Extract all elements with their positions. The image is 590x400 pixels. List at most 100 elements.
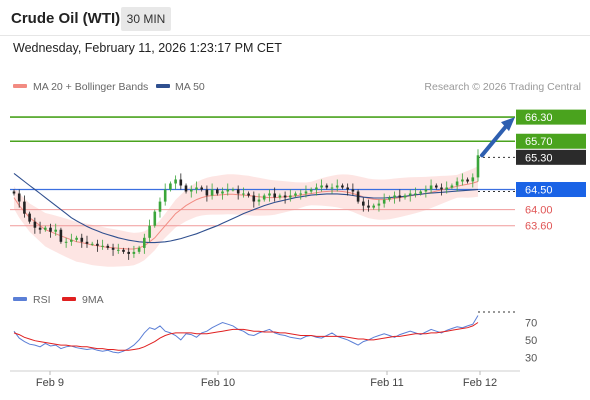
ma50-legend-swatch — [156, 84, 170, 88]
rsi-legend-label: RSI — [33, 294, 51, 306]
candle-body — [59, 229, 63, 242]
candle-body — [44, 227, 47, 230]
candle-body — [70, 239, 73, 242]
rsi-tick-70: 70 — [525, 317, 537, 329]
candle-body — [278, 195, 282, 198]
candle-body — [356, 191, 360, 202]
candle-body — [184, 185, 188, 192]
level-label-64-00: 64.00 — [525, 205, 553, 217]
chart-header: Crude Oil (WTI) 30 MIN — [0, 0, 590, 36]
candle-body — [476, 155, 480, 178]
candle-body — [330, 187, 334, 189]
candle-body — [325, 185, 329, 188]
candle-body — [362, 201, 365, 206]
rsi-plot: 70 50 30 — [13, 311, 537, 364]
candle-body — [283, 195, 287, 198]
candle-body — [174, 179, 177, 184]
candle-body — [414, 193, 417, 195]
candle-body — [163, 189, 167, 202]
level-label-63-60: 63.60 — [525, 221, 553, 233]
candle-body — [106, 245, 110, 248]
instrument-title: Crude Oil (WTI) — [11, 10, 121, 27]
candle-body — [64, 241, 68, 243]
candle-body — [200, 187, 203, 190]
rsi-legend: RSI 9MA — [13, 294, 104, 306]
rsi-ma-legend-swatch — [62, 297, 76, 301]
candle-body — [299, 193, 302, 195]
rsi-ma-line — [13, 322, 479, 351]
candle-body — [90, 243, 94, 245]
candle-body — [132, 251, 136, 254]
candle-body — [351, 189, 355, 192]
credit-text: Research © 2026 Trading Central — [424, 81, 581, 93]
candle-body — [231, 189, 235, 191]
candle-body — [268, 193, 271, 196]
level-tag-bg-65-70 — [516, 133, 586, 149]
candle-body — [221, 191, 224, 194]
candle-body — [111, 247, 115, 250]
candle-body — [117, 249, 120, 251]
candle-body — [393, 195, 396, 198]
candle-body — [179, 179, 183, 186]
candle-body — [252, 195, 256, 202]
candle-body — [49, 227, 52, 232]
x-tick-label: Feb 9 — [36, 377, 64, 389]
candle-body — [137, 247, 141, 252]
candle-body — [367, 205, 370, 208]
candle-body — [85, 241, 89, 244]
candle-body — [153, 211, 157, 226]
candle-body — [158, 201, 162, 212]
candle-body — [28, 213, 31, 222]
candle-body — [80, 237, 84, 242]
projection-arrow-head — [501, 117, 515, 132]
x-tick-label: Feb 10 — [201, 377, 235, 389]
candle-body — [17, 193, 21, 202]
level-tag-66-30: 66.30 — [525, 112, 553, 124]
rsi-ma-legend-label: 9MA — [82, 294, 104, 306]
candle-body — [54, 229, 57, 232]
bollinger-band — [14, 166, 478, 267]
candle-body — [398, 195, 402, 198]
candle-body — [216, 189, 219, 194]
level-tag-64-50: 64.50 — [525, 185, 553, 197]
level-tags: 66.30 65.70 65.30 64.50 64.00 63.60 — [516, 109, 586, 233]
candle-body — [289, 195, 292, 198]
rsi-line — [13, 315, 479, 354]
candle-body — [388, 197, 391, 200]
candle-body — [294, 193, 297, 196]
candle-body — [309, 189, 313, 192]
candle-body — [96, 243, 99, 246]
candle-body — [335, 185, 339, 188]
level-tag-bg-66-30 — [516, 109, 586, 125]
candle-body — [122, 249, 125, 252]
level-tag-bg-64-50 — [516, 182, 586, 198]
candle-body — [242, 193, 245, 195]
candle-body — [273, 193, 276, 198]
candle-body — [419, 191, 422, 194]
candle-body — [341, 185, 344, 188]
rsi-tick-30: 30 — [525, 352, 537, 364]
candle-body — [210, 189, 214, 196]
candle-body — [127, 251, 130, 254]
candle-body — [195, 187, 198, 190]
candle-body — [101, 245, 104, 247]
candle-body — [315, 187, 318, 190]
level-tag-bg-65-30 — [516, 149, 586, 165]
candle-body — [408, 193, 412, 196]
candle-body — [143, 237, 146, 248]
candle-body — [262, 195, 266, 200]
candle-body — [461, 179, 464, 182]
candle-body — [236, 189, 240, 194]
candle-body — [429, 185, 433, 190]
timestamp: Wednesday, February 11, 2026 1:23:17 PM … — [13, 41, 282, 55]
candle-body — [226, 189, 230, 192]
candle-body — [320, 185, 323, 188]
timeframe-button[interactable]: 30 MIN — [121, 7, 171, 31]
ma20-legend-label: MA 20 + Bollinger Bands — [33, 81, 148, 93]
candle-body — [450, 185, 454, 188]
level-tag-65-30: 65.30 — [525, 152, 553, 164]
candle-body — [377, 203, 381, 206]
main-legend: MA 20 + Bollinger Bands MA 50 Research ©… — [13, 81, 581, 93]
candle-body — [424, 189, 428, 192]
